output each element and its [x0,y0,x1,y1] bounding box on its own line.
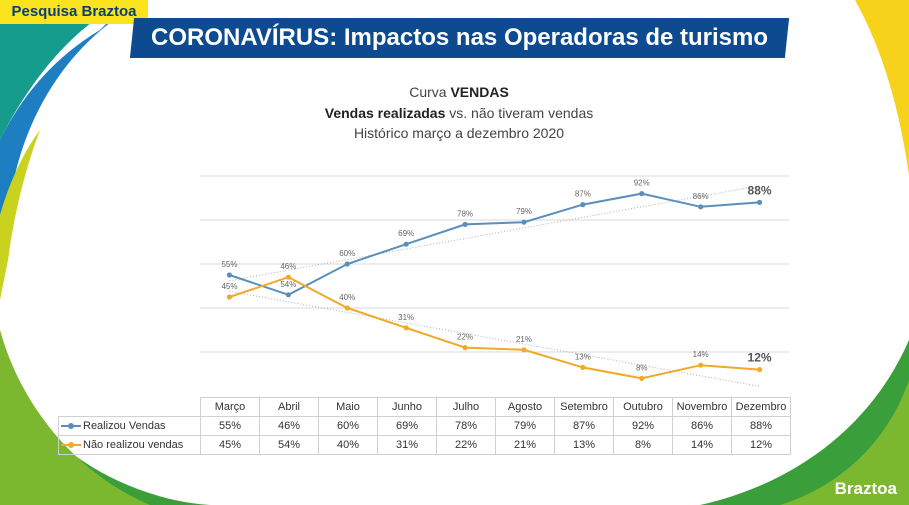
data-label: 79% [516,207,532,216]
data-label: 13% [575,352,591,361]
data-table-row-realizou: Realizou Vendas 55% 46% 60% 69% 78% 79% … [58,416,791,436]
chart-title-bold: VENDAS [450,84,509,100]
data-label: 31% [398,313,414,322]
category-header: Outubro [613,397,673,417]
data-label: 86% [693,192,709,201]
data-point [521,219,527,225]
table-cell: 31% [377,435,437,455]
data-label: 88% [748,183,772,197]
data-point [580,364,586,370]
table-cell: 60% [318,416,378,436]
data-label: 87% [575,190,591,199]
chart-subtitle-bold: Vendas realizadas [324,105,446,121]
table-cell: 40% [318,435,378,455]
data-label: 22% [457,333,473,342]
data-label: 8% [636,363,648,372]
chart-title-line-1: Curva VENDAS [259,83,659,102]
table-cell: 8% [613,435,673,455]
data-table-corner [59,398,201,417]
data-label: 12% [748,351,772,365]
chart-subtitle-rest: vs. não tiveram vendas [445,105,594,121]
category-header: Setembro [554,397,614,417]
data-label: 55% [221,260,237,269]
table-cell: 21% [495,435,555,455]
category-header: Dezembro [731,397,791,417]
data-point [285,274,291,280]
data-label: 54% [280,280,296,289]
data-point [639,191,645,197]
table-cell: 78% [436,416,496,436]
data-label: 40% [339,293,355,302]
data-label: 21% [516,335,532,344]
category-header: Novembro [672,397,732,417]
category-header: Julho [436,397,496,417]
legend-key-realizou [61,422,81,430]
data-label: 60% [339,249,355,258]
data-label: 46% [280,262,296,271]
category-header: Março [200,397,260,417]
chart-title-prefix: Curva [409,84,451,100]
data-point [756,199,763,205]
data-point [403,241,409,247]
table-cell: 22% [436,435,496,455]
data-point [580,202,586,208]
category-header: Junho [377,397,437,417]
table-cell: 54% [259,435,319,455]
chart-title-line-2: Vendas realizadas vs. não tiveram vendas [259,104,659,123]
category-header: Maio [318,397,378,417]
table-cell: 45% [200,435,260,455]
data-point [521,347,527,353]
survey-badge: Pesquisa Braztoa [0,0,148,24]
series-line-nao-realizou [229,276,760,380]
table-cell: 86% [672,416,732,436]
table-cell: 12% [731,435,791,455]
table-cell: 14% [672,435,732,455]
category-header: Abril [259,397,319,417]
series-line-realizou [229,192,760,296]
data-point [698,204,704,210]
data-point [698,362,704,368]
trendline-realizou [229,185,760,282]
chart-title-line-3: Histórico março a dezembro 2020 [353,125,565,141]
data-point [639,375,645,381]
table-cell: 13% [554,435,614,455]
table-cell: 79% [495,416,555,436]
legend-key-nao-realizou [61,441,81,449]
data-point [462,221,468,227]
table-cell: 87% [554,416,614,436]
series-name-realizou: Realizou Vendas [83,420,166,432]
data-point [344,305,350,311]
data-label: 69% [398,229,414,238]
category-header: Agosto [495,397,555,417]
data-point [756,367,763,373]
table-cell: 88% [731,416,791,436]
data-point [226,294,233,300]
data-label: 45% [221,282,237,291]
series-label-realizou: Realizou Vendas [58,416,201,436]
table-cell: 55% [200,416,260,436]
data-point [462,345,468,351]
braztoa-logo: Braztoa [834,479,897,498]
data-point [403,325,409,331]
series-label-nao-realizou: Não realizou vendas [58,435,201,455]
data-point [285,292,291,298]
series-name-nao-realizou: Não realizou vendas [83,439,184,451]
data-label: 14% [693,350,709,359]
table-cell: 46% [259,416,319,436]
data-label: 78% [457,209,473,218]
data-table: Março Abril Maio Junho Julho Agosto Sete… [58,397,791,455]
data-table-header-row: Março Abril Maio Junho Julho Agosto Sete… [59,397,791,417]
data-point [344,261,350,267]
data-label: 92% [634,179,650,188]
data-point [226,272,233,278]
table-cell: 69% [377,416,437,436]
data-table-row-nao-realizou: Não realizou vendas 45% 54% 40% 31% 22% … [58,435,791,455]
table-cell: 92% [613,416,673,436]
trendline-nao-realizou [229,290,760,387]
